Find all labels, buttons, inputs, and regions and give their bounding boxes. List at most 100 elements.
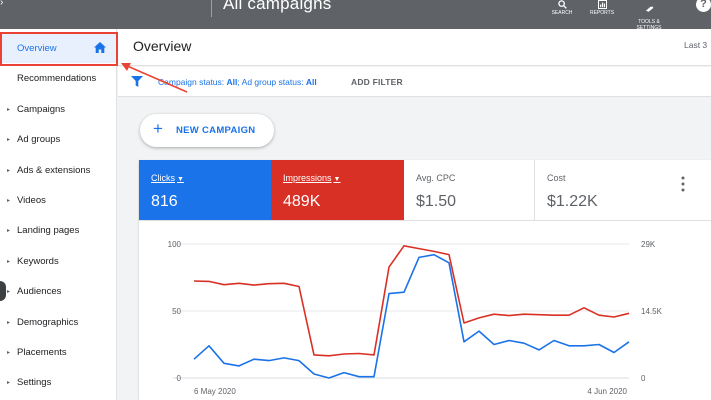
sidebar-item-ad-groups[interactable]: ▸ Ad groups — [0, 124, 117, 154]
search-icon — [557, 0, 567, 9]
sidebar-item-ads-extensions[interactable]: ▸ Ads & extensions — [0, 155, 117, 185]
chevron-right-icon: ▸ — [7, 106, 11, 113]
tools-settings-button[interactable]: TOOLS & SETTINGS — [633, 0, 665, 31]
chevron-right-icon: ▸ — [7, 167, 11, 174]
chevron-right-icon: ▸ — [7, 288, 11, 295]
top-bar: › All campaigns SEARCH REPORTS TOOLS & S… — [0, 0, 711, 31]
sidebar-item-keywords[interactable]: ▸ Keywords — [0, 246, 117, 276]
date-range-selector[interactable]: Last 3 — [684, 40, 708, 50]
sidebar-item-campaigns[interactable]: ▸ Campaigns — [0, 94, 117, 124]
new-campaign-button[interactable]: + NEW CAMPAIGN — [140, 114, 274, 147]
page-header: Overview Last 3 — [118, 29, 711, 66]
sidebar-item-label: Overview — [17, 42, 57, 54]
annotation-arrow — [121, 63, 188, 93]
new-campaign-label: NEW CAMPAIGN — [176, 125, 256, 136]
chevron-right-icon: ▸ — [7, 197, 11, 204]
sidebar-item-label: Demographics — [17, 316, 79, 328]
overview-card: Clicks ▼ 816 Impressions ▼ 489K Avg. CPC $… — [139, 160, 711, 400]
filter-icon[interactable] — [131, 76, 143, 87]
metric-clicks-label: Clicks ▼ — [151, 173, 184, 183]
sidebar-item-videos[interactable]: ▸ Videos — [0, 185, 117, 215]
plus-icon: + — [153, 119, 163, 138]
active-filters[interactable]: Campaign status: All; Ad group status: A… — [158, 77, 317, 87]
sidebar-item-settings[interactable]: ▸ Settings — [0, 367, 117, 397]
right-axis-tick: 29K — [641, 240, 656, 249]
left-axis-tick: 0 — [177, 374, 182, 383]
sidebar: Overview Recommendations ▸ Campaigns ▸ A… — [0, 29, 117, 400]
chevron-right-icon: ▸ — [7, 379, 11, 386]
sidebar-item-label: Recommendations — [17, 72, 97, 84]
add-filter-button[interactable]: ADD FILTER — [351, 77, 403, 87]
adgroup-status-value: All — [305, 77, 317, 87]
sidebar-item-overview[interactable]: Overview — [0, 33, 117, 63]
series-line-impressions — [193, 244, 630, 357]
sidebar-item-landing-pages[interactable]: ▸ Landing pages — [0, 215, 117, 245]
metric-avg-cpc-value: $1.50 — [416, 193, 457, 210]
page-title: Overview — [133, 38, 192, 54]
right-axis-tick: 0 — [641, 374, 646, 383]
metric-avg-cpc-label: Avg. CPC — [416, 173, 456, 183]
tools-settings-label: TOOLS & SETTINGS — [636, 19, 662, 31]
search-tool-label: SEARCH — [551, 10, 573, 16]
sidebar-item-label: Placements — [17, 346, 67, 358]
metric-cost-value: $1.22K — [547, 193, 598, 210]
sidebar-item-label: Ads & extensions — [17, 164, 91, 176]
metric-cost-label: Cost — [547, 173, 566, 183]
breadcrumb-chevron-icon: › — [0, 0, 4, 8]
sidebar-item-recommendations[interactable]: Recommendations — [0, 63, 117, 93]
metric-clicks-label-text: Clicks — [151, 173, 175, 183]
performance-chart: 100 50 0 29K 14.5K 0 6 May 2020 4 Jun 20… — [168, 240, 663, 396]
main-content: Overview Last 3 Campaign status: All; Ad… — [118, 29, 711, 400]
right-axis-tick: 14.5K — [641, 307, 663, 316]
chevron-right-icon: ▸ — [7, 349, 11, 356]
home-icon — [94, 42, 106, 53]
caret-down-icon: ▼ — [333, 176, 341, 183]
campaign-status-value: All — [226, 77, 238, 87]
sidebar-item-label: Audiences — [17, 285, 62, 297]
sidebar-item-placements[interactable]: ▸ Placements — [0, 337, 117, 367]
left-axis-tick: 100 — [168, 240, 182, 249]
reports-tool-button[interactable]: REPORTS — [588, 0, 616, 16]
sidebar-item-label: Videos — [17, 194, 46, 206]
campaign-status-label: Campaign status: — [158, 77, 227, 87]
left-axis-tick: 50 — [172, 307, 181, 316]
sidebar-item-audiences[interactable]: ▸ Audiences — [0, 276, 117, 306]
series-layer — [193, 244, 630, 379]
chevron-right-icon: ▸ — [7, 227, 11, 234]
sidebar-item-label: Keywords — [17, 255, 59, 267]
sidebar-item-label: Ad groups — [17, 133, 61, 145]
metric-impressions[interactable]: Impressions ▼ 489K — [271, 160, 404, 220]
caret-down-icon: ▼ — [177, 176, 184, 183]
divider — [139, 220, 711, 221]
metric-clicks-value: 816 — [151, 193, 178, 210]
metric-impressions-label: Impressions ▼ — [283, 173, 340, 183]
divider — [211, 0, 212, 17]
chevron-right-icon: ▸ — [7, 258, 11, 265]
annotation-highlight-box — [0, 32, 118, 66]
x-axis-end-label: 4 Jun 2020 — [587, 387, 627, 396]
metric-impressions-label-text: Impressions — [283, 173, 332, 183]
more-vert-icon[interactable] — [678, 175, 688, 193]
chevron-right-icon: ▸ — [7, 319, 11, 326]
sidebar-item-label: Campaigns — [17, 103, 66, 115]
metric-avg-cpc[interactable]: Avg. CPC $1.50 — [404, 160, 535, 220]
x-axis-start-label: 6 May 2020 — [194, 387, 236, 396]
metric-impressions-value: 489K — [283, 193, 321, 210]
adgroup-status-label: Ad group status: — [241, 77, 306, 87]
wrench-icon — [645, 6, 653, 12]
page-heading: All campaigns — [223, 0, 332, 13]
reports-icon — [597, 0, 607, 9]
search-tool-button[interactable]: SEARCH — [550, 0, 574, 16]
sidebar-item-label: Settings — [17, 376, 52, 388]
metric-clicks[interactable]: Clicks ▼ 816 — [139, 160, 271, 220]
help-icon: ? — [700, 0, 707, 10]
filter-bar: Campaign status: All; Ad group status: A… — [118, 67, 711, 97]
reports-tool-label: REPORTS — [589, 10, 615, 16]
help-button[interactable]: ? — [696, 0, 711, 12]
filter-separator: ; — [237, 77, 242, 87]
sidebar-item-demographics[interactable]: ▸ Demographics — [0, 307, 117, 337]
sidebar-collapse-handle[interactable] — [0, 281, 6, 301]
chevron-right-icon: ▸ — [7, 136, 11, 143]
metric-cost[interactable]: Cost $1.22K — [535, 160, 667, 220]
sidebar-item-label: Landing pages — [17, 224, 80, 236]
